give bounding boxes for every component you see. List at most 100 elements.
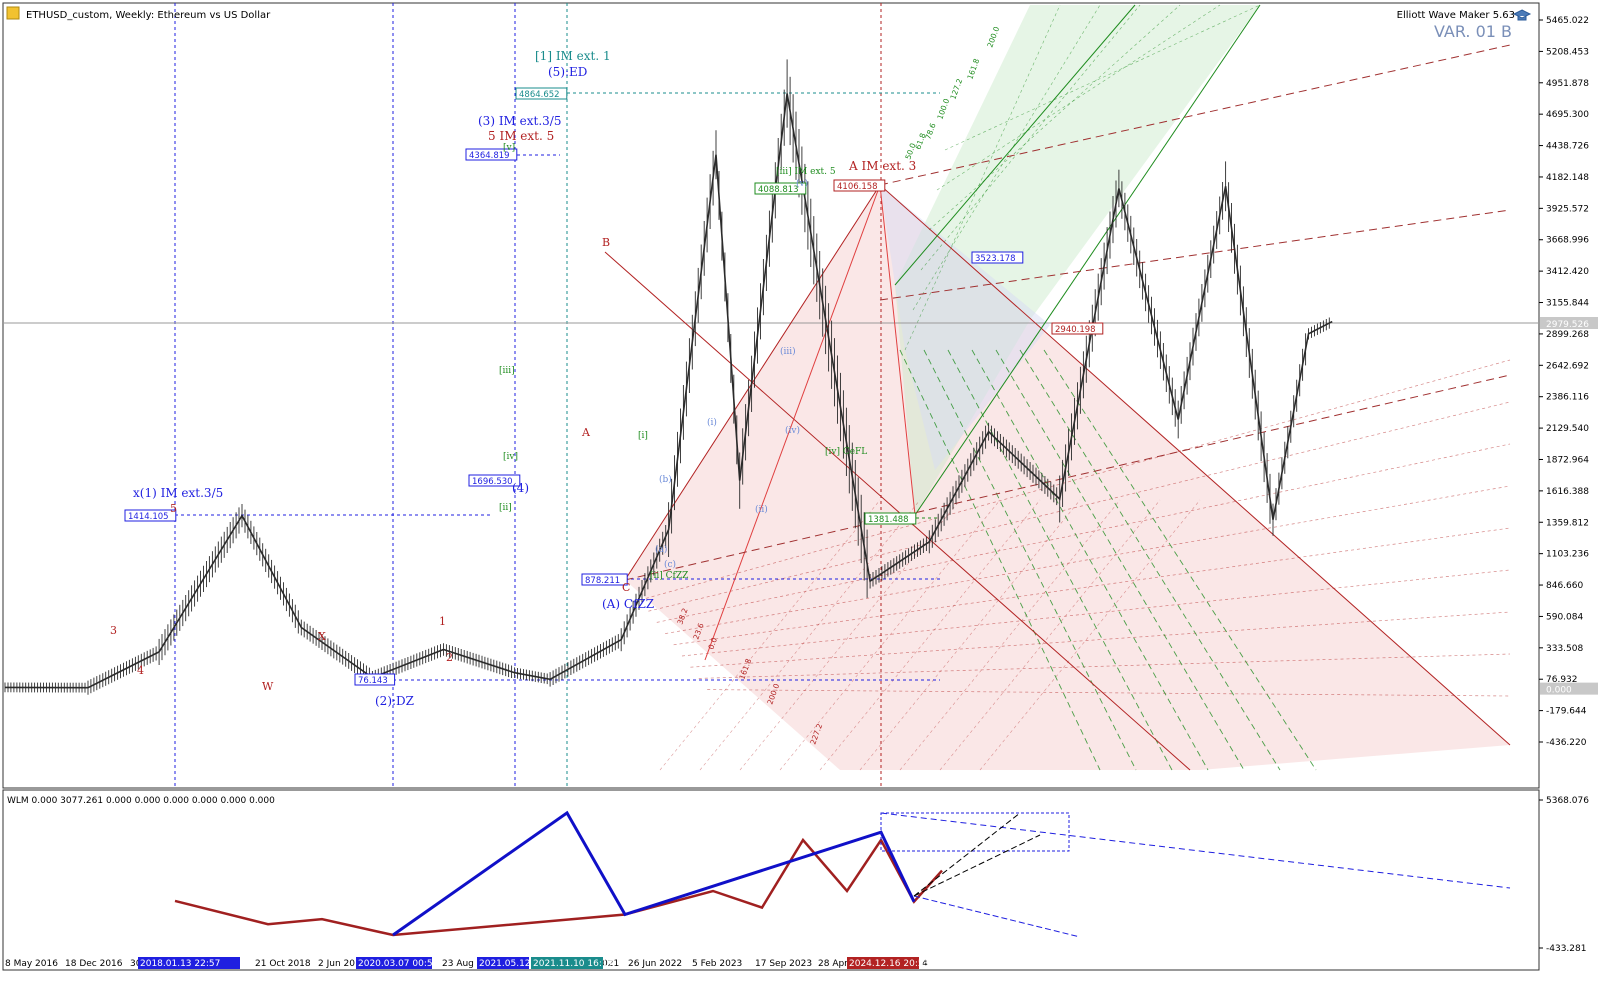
trend-1 — [624, 374, 1511, 581]
wave-label: (c) — [664, 559, 676, 570]
green-fan-line — [899, 349, 1101, 771]
price-box — [465, 148, 518, 161]
fork-fib-line — [656, 443, 1511, 623]
price-axis-label: 5465.022 — [1546, 16, 1589, 26]
green-channel-fib — [944, 4, 1261, 151]
wave-label: [i] — [638, 431, 648, 441]
wave-label: (iv) — [785, 425, 800, 436]
wave-label: [ii] — [499, 503, 512, 513]
price-box-label: 1696.530 — [472, 477, 513, 487]
price-axis-label: 1616.388 — [1546, 487, 1589, 497]
green-channel-fib — [928, 4, 1181, 231]
price-box — [864, 512, 917, 525]
time-highlight-box — [531, 957, 603, 969]
wave-label: [iii] — [499, 366, 515, 376]
price-box — [754, 182, 807, 195]
wave-label: (a) — [655, 544, 667, 555]
wave-label: (v) — [796, 178, 808, 189]
wave-label: B — [602, 236, 610, 249]
price-axis-label: 4695.300 — [1546, 110, 1589, 120]
price-box — [354, 673, 396, 686]
indicator-name: Elliott Wave Maker 5.63 — [1397, 10, 1515, 21]
red-leg-1 — [879, 184, 916, 516]
fork-fib-line — [639, 359, 1511, 601]
wave-label: (3) IM ext.3/5 — [478, 114, 561, 128]
price-axis-label: 333.508 — [1546, 644, 1583, 654]
green-fan-line — [971, 349, 1209, 771]
time-highlight-box — [477, 957, 529, 969]
price-axis-label: 846.660 — [1546, 581, 1583, 591]
price-box — [971, 251, 1024, 264]
time-highlight-label: 2024.12.16 20:53 — [849, 959, 929, 969]
time-highlight-label: 2018.01.13 22:57 — [140, 959, 220, 969]
trend-2 — [879, 44, 1511, 186]
time-axis-label: 2 Jun 201 — [318, 959, 361, 969]
blue-triangle-region — [880, 185, 1050, 470]
price-box — [581, 573, 628, 586]
time-highlight-label: 2021.05.12 — [479, 959, 531, 969]
time-highlight-label: 2020.03.07 00:52 — [358, 959, 438, 969]
wave-label: (4) — [512, 481, 529, 495]
wave-label: [ii] CfZZ — [650, 571, 688, 581]
wave-label: 1 — [439, 615, 446, 628]
time-axis-label: 26 Jun 2022 — [628, 959, 682, 969]
fib-level-label: 0.0 — [706, 636, 719, 651]
price-box-label: 1381.488 — [868, 515, 909, 525]
wave-label: A IM ext. 3 — [848, 159, 916, 173]
price-box — [515, 87, 568, 100]
wlm-blue-series — [392, 810, 916, 937]
fork-crossline — [859, 499, 1081, 771]
wave-label: (iii) — [780, 346, 796, 357]
fork-crossline — [779, 499, 1001, 771]
time-axis-label: 18 Dec 2016 — [65, 959, 123, 969]
time-axis-label: 28 Apr — [818, 959, 848, 969]
current-price-box — [1540, 317, 1598, 329]
time-axis-label: 5 Feb 2023 — [692, 959, 742, 969]
time-highlight-box — [356, 957, 432, 969]
time-axis-label: 4 — [922, 959, 928, 969]
price-axis-label: 2129.540 — [1546, 424, 1589, 434]
wlm-black-projection-2 — [913, 834, 1041, 897]
wave-label: X — [318, 630, 326, 643]
time-axis-label: 17 Sep 2023 — [755, 959, 812, 969]
wave-label: C — [622, 581, 630, 594]
wave-label: 5 — [170, 502, 177, 515]
green-lower — [914, 4, 1261, 516]
trend-3 — [879, 209, 1511, 301]
wave-label: 4 — [137, 664, 144, 677]
wave-label: (ii) — [755, 504, 768, 515]
price-axis-label: 1872.964 — [1546, 455, 1589, 465]
price-box-label: 76.143 — [358, 676, 388, 686]
price-axis-label: 5208.453 — [1546, 47, 1589, 57]
price-axis-label: 3155.844 — [1546, 299, 1589, 309]
wave-label: x(1) IM ext.3/5 — [133, 486, 223, 500]
zero-price-box — [1540, 682, 1598, 695]
fork-fib-line — [681, 569, 1511, 657]
wave-label: [1] IM ext. 1 — [535, 49, 611, 63]
price-axis-label: 3925.572 — [1546, 204, 1589, 214]
time-highlight-box — [138, 957, 240, 969]
time-highlight-label: 2021.11.10 16:17 — [533, 959, 613, 969]
wlm-target-box — [880, 812, 1070, 852]
wlm-red-series — [174, 837, 943, 937]
wlm-projection-line — [880, 812, 1511, 889]
wlm-black-projection — [913, 812, 1021, 897]
price-box-label: 4864.652 — [519, 90, 560, 100]
wave-label: 3 — [110, 624, 117, 637]
wave-label: 2 — [446, 651, 453, 664]
symbol-icon — [6, 6, 20, 20]
wlm-label: WLM 0.000 3077.261 0.000 0.000 0.000 0.0… — [7, 796, 275, 806]
symbol-title: ETHUSD_custom, Weekly: Ethereum vs US Do… — [26, 10, 271, 21]
fork-fib-line — [648, 401, 1511, 612]
price-box — [833, 179, 886, 192]
time-highlight-box — [847, 957, 919, 969]
wave-label: (2):DZ — [375, 694, 414, 708]
fork-fib-line — [690, 611, 1511, 668]
fork-upper — [604, 251, 1191, 771]
price-box — [124, 509, 177, 522]
price-axis-label: 2899.268 — [1546, 330, 1589, 340]
fork-crossline — [659, 499, 881, 771]
green-fan-line — [1043, 349, 1317, 771]
